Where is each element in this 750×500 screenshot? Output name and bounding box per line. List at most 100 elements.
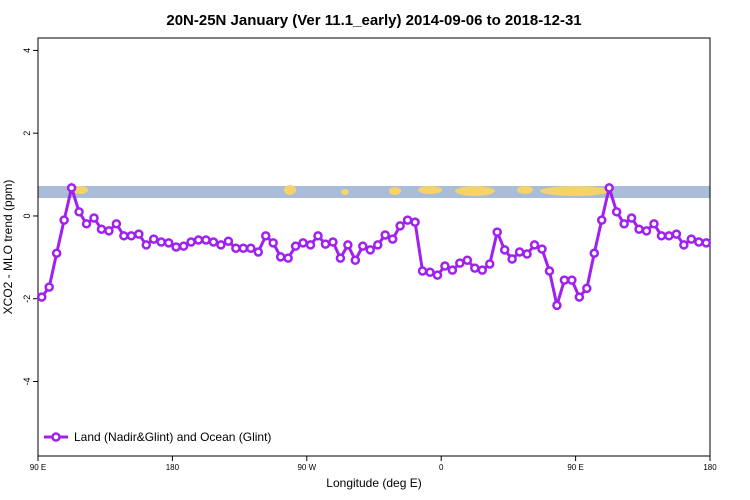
marker bbox=[574, 292, 585, 302]
marker bbox=[432, 270, 443, 280]
marker bbox=[582, 283, 592, 294]
marker bbox=[328, 237, 338, 247]
marker bbox=[529, 240, 540, 250]
y-axis-label: XCO2 - MLO trend (ppm) bbox=[1, 180, 15, 315]
marker bbox=[320, 239, 331, 249]
marker bbox=[365, 245, 376, 255]
marker bbox=[656, 231, 667, 241]
chart-title: 20N-25N January (Ver 11.1_early) 2014-09… bbox=[166, 12, 581, 29]
y-tick-label: 2 bbox=[22, 131, 32, 136]
marker bbox=[462, 255, 473, 265]
marker bbox=[522, 249, 532, 259]
marker bbox=[492, 227, 502, 237]
marker bbox=[499, 245, 510, 255]
y-tick-label: -2 bbox=[22, 295, 32, 303]
marker bbox=[447, 265, 458, 275]
marker bbox=[51, 248, 62, 258]
marker bbox=[358, 241, 368, 251]
y-tick-label: 0 bbox=[22, 213, 32, 218]
marker bbox=[679, 240, 689, 250]
marker bbox=[477, 265, 488, 275]
legend-marker bbox=[51, 432, 61, 442]
x-axis-label: Longitude (deg E) bbox=[326, 476, 421, 490]
marker bbox=[313, 231, 323, 241]
marker bbox=[260, 231, 271, 241]
marker bbox=[537, 244, 547, 254]
marker bbox=[89, 213, 99, 223]
marker bbox=[701, 238, 712, 248]
marker bbox=[470, 263, 480, 273]
marker bbox=[686, 234, 697, 244]
y-tick-label: 4 bbox=[22, 48, 32, 53]
marker bbox=[596, 215, 607, 225]
marker bbox=[134, 229, 144, 239]
marker bbox=[231, 243, 241, 253]
marker bbox=[484, 259, 495, 269]
plot-frame bbox=[37, 37, 711, 457]
marker bbox=[111, 219, 122, 229]
marker bbox=[148, 234, 159, 244]
marker bbox=[216, 240, 226, 250]
marker bbox=[611, 207, 622, 217]
marker bbox=[298, 238, 308, 248]
marker bbox=[694, 237, 704, 247]
marker bbox=[126, 231, 137, 241]
marker bbox=[440, 261, 450, 271]
marker bbox=[410, 217, 420, 227]
marker bbox=[268, 238, 278, 248]
marker bbox=[417, 266, 428, 276]
marker bbox=[81, 219, 92, 229]
marker bbox=[402, 215, 413, 225]
marker bbox=[350, 255, 361, 265]
marker bbox=[559, 275, 570, 285]
marker bbox=[283, 253, 293, 263]
x-tick-label: 90 W bbox=[297, 463, 316, 472]
marker bbox=[238, 243, 249, 253]
marker bbox=[634, 224, 644, 234]
x-tick-label: 180 bbox=[703, 463, 717, 472]
marker bbox=[163, 238, 174, 248]
marker bbox=[66, 183, 77, 193]
marker bbox=[664, 231, 674, 241]
marker bbox=[36, 292, 47, 302]
marker bbox=[514, 247, 525, 257]
marker bbox=[119, 231, 129, 241]
marker bbox=[201, 235, 211, 245]
marker bbox=[455, 258, 465, 268]
x-tick-label: 90 E bbox=[30, 463, 46, 472]
marker bbox=[253, 247, 264, 257]
marker bbox=[305, 240, 316, 250]
marker bbox=[275, 252, 286, 262]
x-tick-label: 180 bbox=[166, 463, 180, 472]
marker bbox=[178, 241, 189, 251]
marker bbox=[171, 242, 181, 252]
x-tick-label: 0 bbox=[439, 463, 444, 472]
marker bbox=[567, 275, 577, 285]
marker bbox=[649, 219, 659, 229]
marker bbox=[290, 241, 301, 251]
marker bbox=[335, 253, 346, 263]
marker bbox=[223, 236, 234, 246]
marker bbox=[372, 240, 383, 250]
marker bbox=[552, 300, 562, 311]
marker bbox=[156, 237, 166, 247]
map-band bbox=[38, 185, 710, 198]
legend-label: Land (Nadir&Glint) and Ocean (Glint) bbox=[74, 430, 271, 444]
marker bbox=[193, 235, 204, 245]
marker bbox=[589, 248, 600, 258]
marker bbox=[343, 240, 353, 250]
marker bbox=[380, 230, 390, 240]
marker bbox=[507, 254, 517, 264]
marker bbox=[619, 219, 629, 229]
marker bbox=[604, 183, 614, 193]
marker bbox=[59, 215, 69, 225]
marker bbox=[96, 224, 107, 234]
marker bbox=[186, 237, 196, 247]
marker bbox=[387, 234, 398, 244]
marker bbox=[626, 213, 637, 223]
y-tick-label: -4 bbox=[22, 377, 32, 385]
marker bbox=[104, 226, 114, 236]
marker bbox=[425, 267, 435, 277]
marker bbox=[74, 207, 84, 217]
